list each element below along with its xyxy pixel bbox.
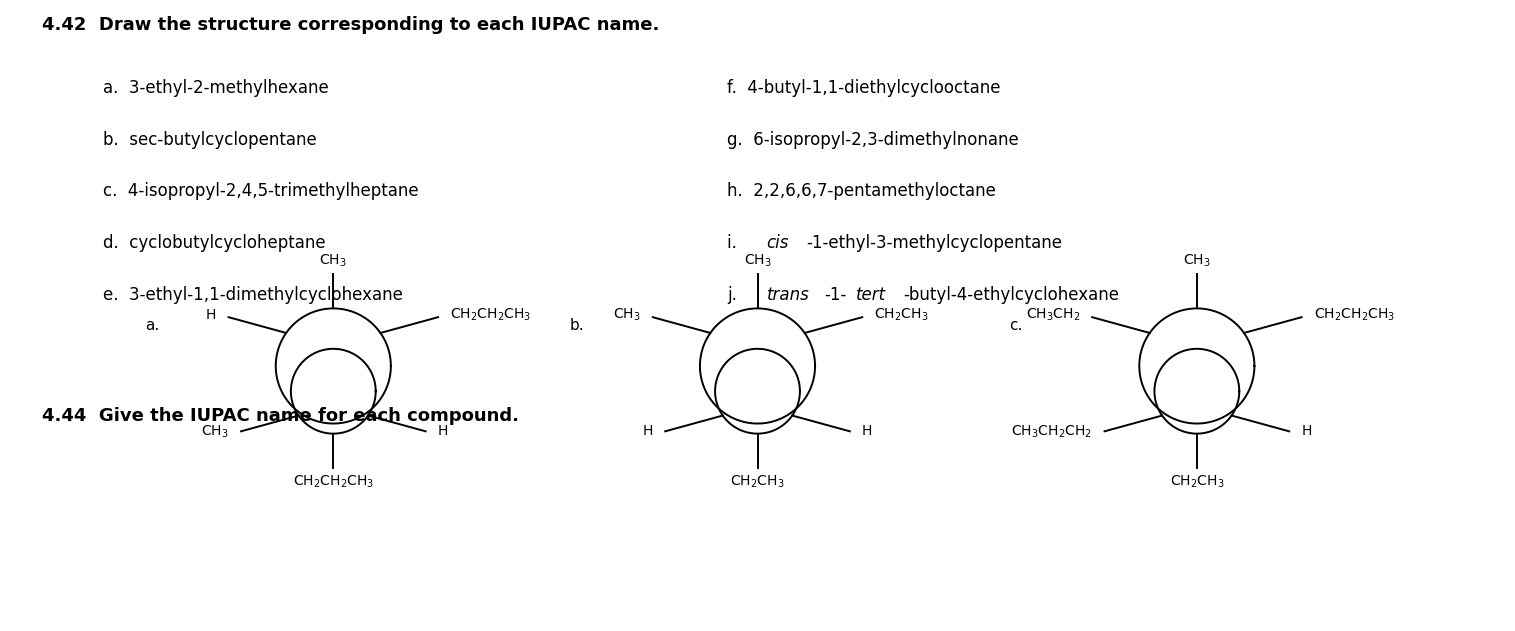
Text: c.  4-isopropyl-2,4,5-trimethylheptane: c. 4-isopropyl-2,4,5-trimethylheptane — [103, 182, 418, 201]
Text: CH$_3$: CH$_3$ — [614, 307, 641, 323]
Text: f.  4-butyl-1,1-diethylcyclooctane: f. 4-butyl-1,1-diethylcyclooctane — [727, 79, 1001, 97]
Text: H: H — [862, 424, 873, 439]
Text: 4.42  Draw the structure corresponding to each IUPAC name.: 4.42 Draw the structure corresponding to… — [42, 16, 661, 34]
Text: CH$_3$CH$_2$CH$_2$: CH$_3$CH$_2$CH$_2$ — [1011, 423, 1092, 440]
Text: h.  2,2,6,6,7-pentamethyloctane: h. 2,2,6,6,7-pentamethyloctane — [727, 182, 995, 201]
Text: CH$_3$: CH$_3$ — [1183, 252, 1210, 269]
Text: b.: b. — [570, 317, 585, 333]
Text: H: H — [1301, 424, 1312, 439]
Text: CH$_2$CH$_2$CH$_3$: CH$_2$CH$_2$CH$_3$ — [292, 473, 374, 490]
Text: CH$_2$CH$_2$CH$_3$: CH$_2$CH$_2$CH$_3$ — [1314, 307, 1395, 323]
Text: CH$_2$CH$_3$: CH$_2$CH$_3$ — [1170, 473, 1224, 490]
Text: CH$_3$: CH$_3$ — [201, 423, 229, 440]
Text: 4.44  Give the IUPAC name for each compound.: 4.44 Give the IUPAC name for each compou… — [42, 407, 520, 425]
Text: trans: trans — [767, 286, 809, 304]
Text: CH$_2$CH$_3$: CH$_2$CH$_3$ — [874, 307, 929, 323]
Text: b.  sec-butylcyclopentane: b. sec-butylcyclopentane — [103, 131, 317, 149]
Text: CH$_2$CH$_2$CH$_3$: CH$_2$CH$_2$CH$_3$ — [450, 307, 532, 323]
Text: CH$_3$CH$_2$: CH$_3$CH$_2$ — [1026, 307, 1080, 323]
Text: -1-: -1- — [824, 286, 847, 304]
Text: tert: tert — [856, 286, 886, 304]
Text: j.: j. — [727, 286, 747, 304]
Text: g.  6-isopropyl-2,3-dimethylnonane: g. 6-isopropyl-2,3-dimethylnonane — [727, 131, 1020, 149]
Text: a.: a. — [145, 317, 159, 333]
Text: CH$_3$: CH$_3$ — [744, 252, 771, 269]
Text: i.: i. — [727, 234, 747, 252]
Text: H: H — [438, 424, 448, 439]
Text: c.: c. — [1009, 317, 1023, 333]
Text: d.  cyclobutylcycloheptane: d. cyclobutylcycloheptane — [103, 234, 326, 252]
Text: CH$_3$: CH$_3$ — [320, 252, 347, 269]
Text: CH$_2$CH$_3$: CH$_2$CH$_3$ — [730, 473, 785, 490]
Text: e.  3-ethyl-1,1-dimethylcyclohexane: e. 3-ethyl-1,1-dimethylcyclohexane — [103, 286, 403, 304]
Text: -1-ethyl-3-methylcyclopentane: -1-ethyl-3-methylcyclopentane — [806, 234, 1062, 252]
Text: H: H — [642, 424, 653, 439]
Text: -butyl-4-ethylcyclohexane: -butyl-4-ethylcyclohexane — [903, 286, 1120, 304]
Text: a.  3-ethyl-2-methylhexane: a. 3-ethyl-2-methylhexane — [103, 79, 329, 97]
Text: cis: cis — [767, 234, 789, 252]
Text: H: H — [206, 308, 217, 322]
